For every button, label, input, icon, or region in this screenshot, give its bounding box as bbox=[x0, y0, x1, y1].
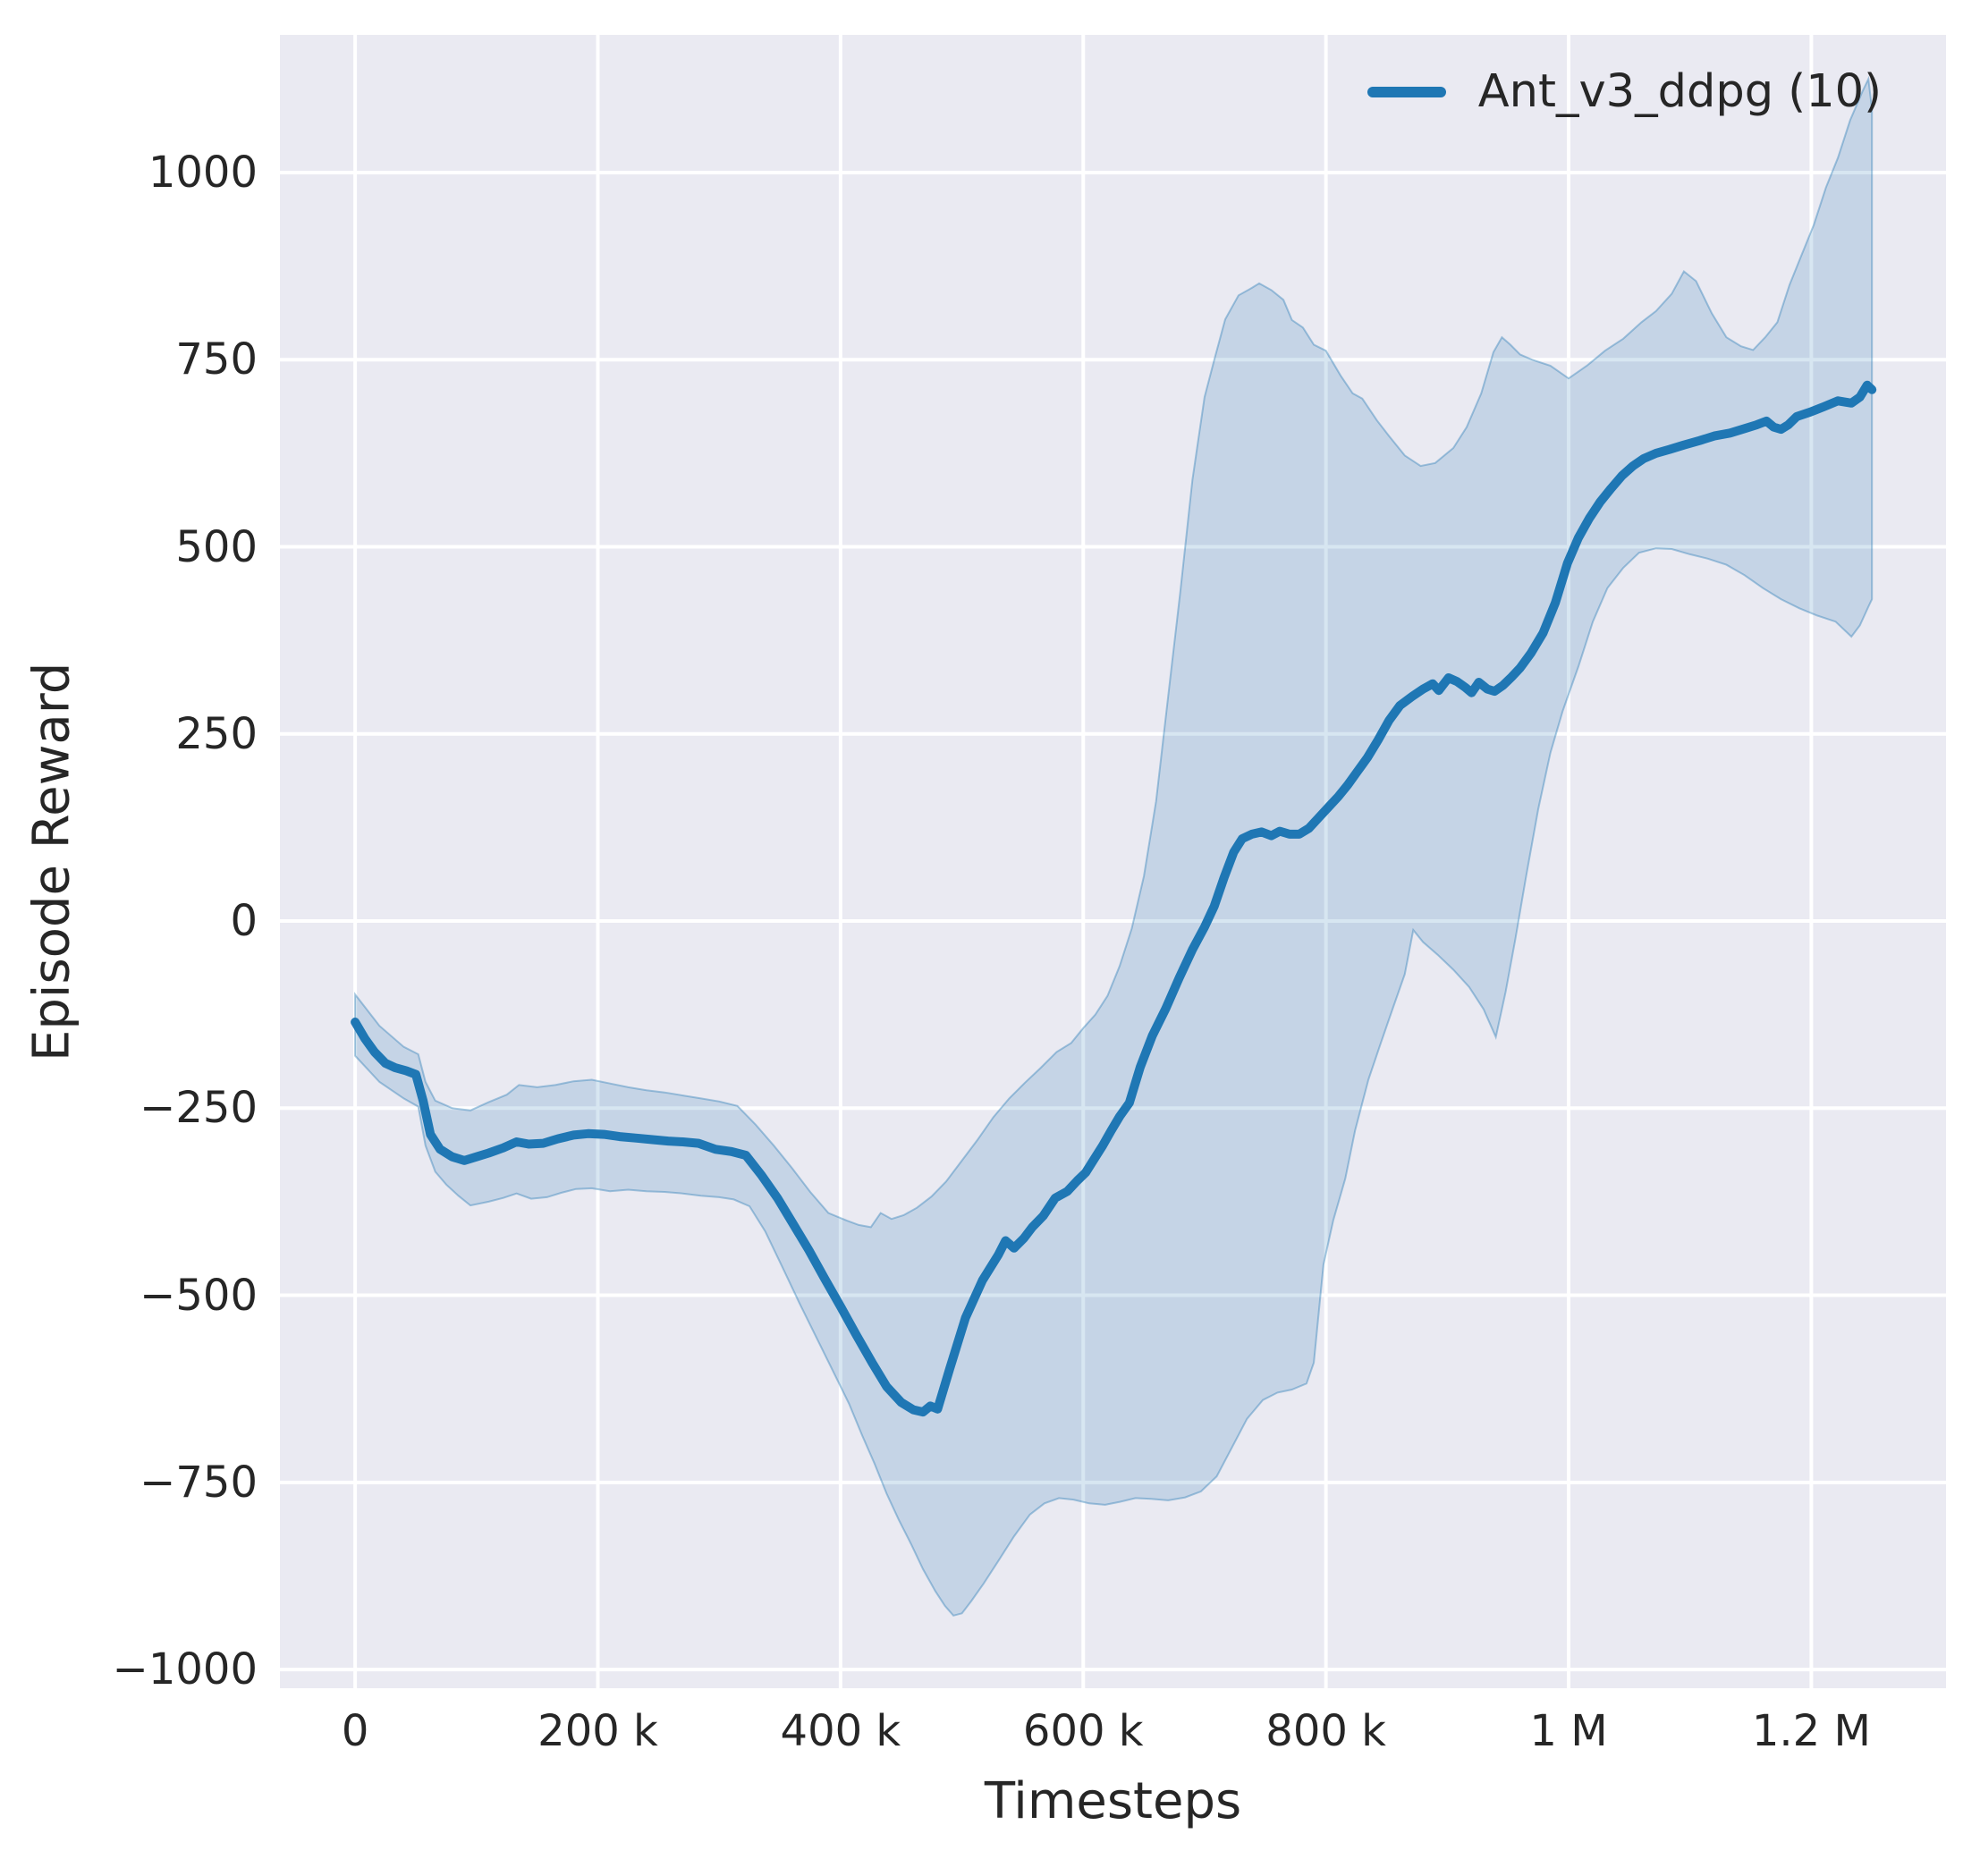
plot-area: Ant_v3_ddpg (10) bbox=[280, 35, 1946, 1688]
chart-canvas bbox=[280, 35, 1946, 1688]
x-tick-label: 600 k bbox=[1022, 1706, 1144, 1756]
y-tick-label: −500 bbox=[140, 1270, 258, 1321]
y-tick-label: 500 bbox=[175, 521, 258, 572]
y-tick-label: 750 bbox=[175, 334, 258, 385]
x-axis-title: Timesteps bbox=[984, 1772, 1242, 1830]
y-tick-label: 250 bbox=[175, 708, 258, 759]
x-tick-label: 200 k bbox=[537, 1706, 658, 1756]
legend-label: Ant_v3_ddpg (10) bbox=[1477, 65, 1882, 118]
y-tick-label: 0 bbox=[230, 896, 258, 947]
x-tick-label: 1.2 M bbox=[1751, 1706, 1871, 1756]
legend: Ant_v3_ddpg (10) bbox=[1367, 65, 1882, 118]
x-tick-label: 800 k bbox=[1265, 1706, 1386, 1756]
y-tick-label: −250 bbox=[140, 1083, 258, 1134]
y-tick-label: −750 bbox=[140, 1457, 258, 1508]
y-axis-title: Episode Reward bbox=[22, 662, 81, 1061]
mean-line bbox=[351, 380, 1877, 1417]
legend-line-swatch bbox=[1367, 86, 1446, 97]
y-tick-label: 1000 bbox=[148, 148, 258, 198]
x-tick-label: 1 M bbox=[1529, 1706, 1608, 1756]
confidence-band bbox=[354, 75, 1874, 1617]
x-tick-label: 0 bbox=[341, 1706, 369, 1756]
y-tick-label: −1000 bbox=[112, 1644, 258, 1695]
x-tick-label: 400 k bbox=[780, 1706, 901, 1756]
